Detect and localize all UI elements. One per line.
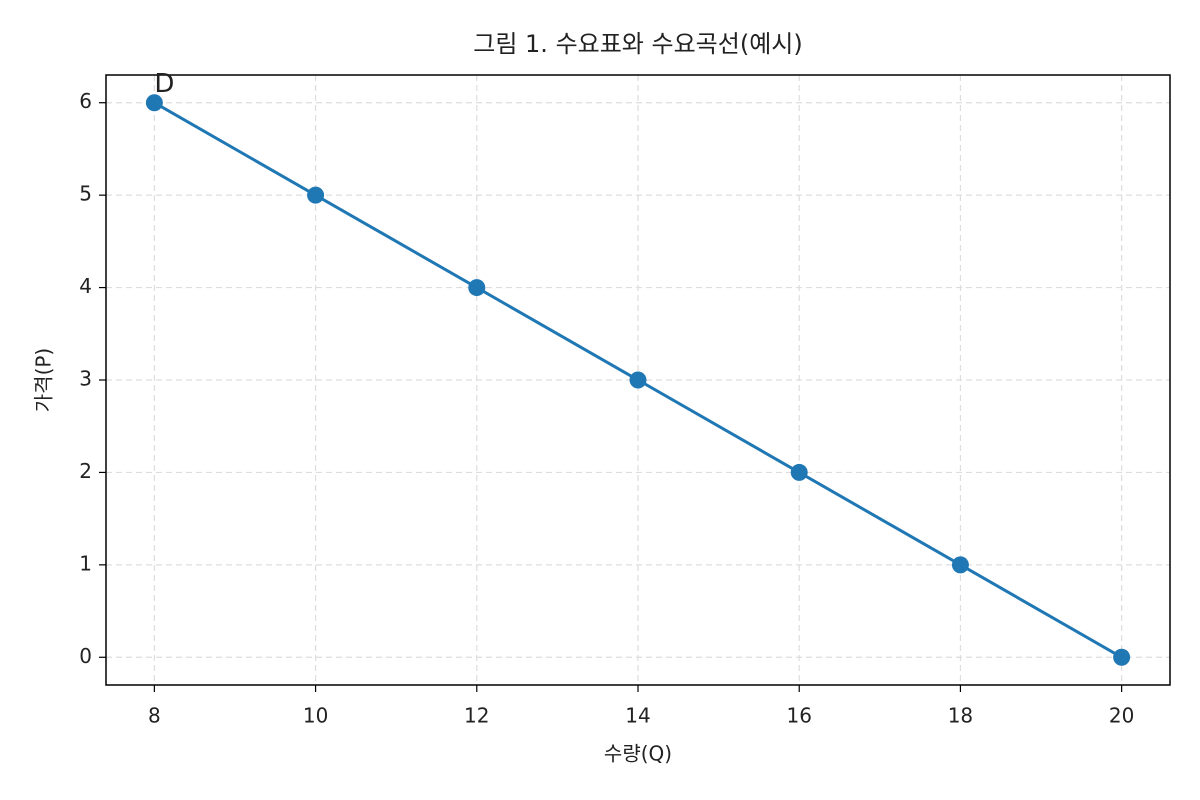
data-point [629, 371, 647, 389]
y-axis-label: 가격(P) [32, 348, 56, 412]
data-point [468, 279, 486, 297]
y-tick-label: 0 [79, 644, 92, 668]
chart-title: 그림 1. 수요표와 수요곡선(예시) [473, 30, 802, 58]
x-axis-label: 수량(Q) [604, 742, 672, 766]
data-point [951, 556, 969, 574]
x-tick-label: 8 [148, 704, 161, 728]
y-tick-label: 1 [79, 551, 92, 575]
plot-frame [105, 74, 1171, 686]
x-tick-label: 12 [464, 704, 489, 728]
y-tick-label: 4 [79, 274, 92, 298]
x-tick-label: 10 [303, 704, 328, 728]
data-point [145, 94, 163, 112]
x-tick-label: 20 [1109, 704, 1134, 728]
y-tick-label: 3 [79, 367, 92, 391]
y-tick-label: 6 [79, 89, 92, 113]
x-tick-label: 18 [948, 704, 973, 728]
y-tick-label: 2 [79, 459, 92, 483]
x-tick-label: 14 [625, 704, 650, 728]
data-point [790, 463, 808, 481]
data-point [307, 186, 325, 204]
annotation: D [154, 69, 174, 99]
y-tick-label: 5 [79, 182, 92, 206]
data-point [1113, 648, 1131, 666]
x-tick-label: 16 [786, 704, 811, 728]
